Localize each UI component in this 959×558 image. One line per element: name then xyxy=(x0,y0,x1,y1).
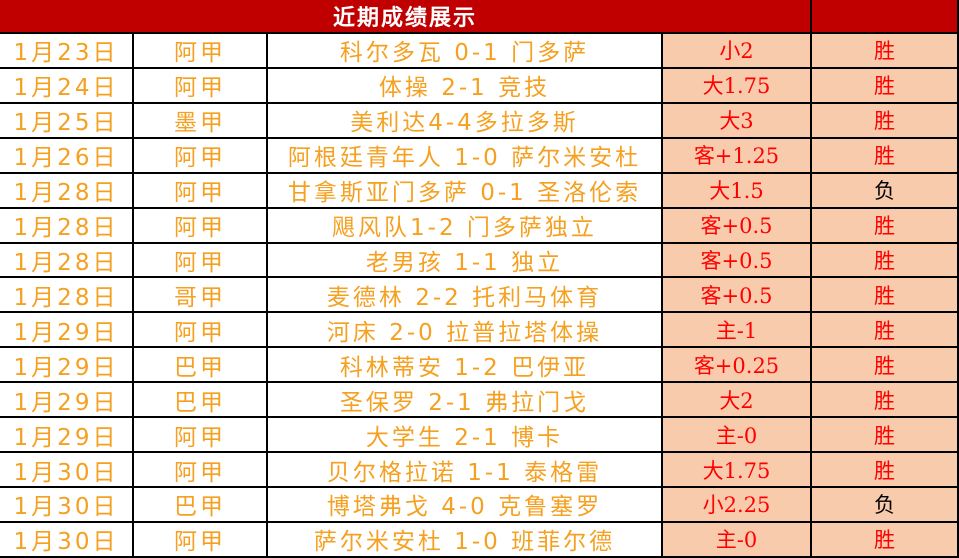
league-cell[interactable]: 阿甲 xyxy=(134,313,268,349)
handicap-cell[interactable]: 小2 xyxy=(663,34,812,69)
header-extra-cell[interactable] xyxy=(812,0,959,34)
league-cell[interactable]: 墨甲 xyxy=(134,103,268,139)
handicap-cell[interactable]: 客+0.5 xyxy=(663,278,812,314)
handicap-cell[interactable]: 客+0.25 xyxy=(663,348,812,384)
result-cell[interactable]: 胜 xyxy=(812,103,959,139)
match-cell[interactable]: 博塔弗戈 4-0 克鲁塞罗 xyxy=(268,487,663,523)
match-cell[interactable]: 美利达4-4多拉多斯 xyxy=(268,103,663,139)
league-cell[interactable]: 阿甲 xyxy=(134,418,268,454)
handicap-cell[interactable]: 客+1.25 xyxy=(663,138,812,174)
league-cell[interactable]: 阿甲 xyxy=(134,522,268,558)
handicap-cell[interactable]: 大1.75 xyxy=(663,453,812,488)
date-cell[interactable]: 1月28日 xyxy=(0,278,134,314)
date-cell[interactable]: 1月30日 xyxy=(0,453,134,488)
match-cell[interactable]: 飓风队1-2 门多萨独立 xyxy=(268,208,663,244)
handicap-cell[interactable]: 主-1 xyxy=(663,313,812,349)
match-cell[interactable]: 体操 2-1 竞技 xyxy=(268,68,663,104)
league-cell[interactable]: 阿甲 xyxy=(134,34,268,69)
match-cell[interactable]: 圣保罗 2-1 弗拉门戈 xyxy=(268,383,663,419)
result-cell[interactable]: 胜 xyxy=(812,278,959,314)
league-cell[interactable]: 巴甲 xyxy=(134,383,268,419)
league-cell[interactable]: 哥甲 xyxy=(134,278,268,314)
result-cell[interactable]: 胜 xyxy=(812,208,959,244)
match-cell[interactable]: 阿根廷青年人 1-0 萨尔米安杜 xyxy=(268,138,663,174)
table-title[interactable]: 近期成绩展示 xyxy=(0,0,812,34)
date-cell[interactable]: 1月29日 xyxy=(0,418,134,454)
league-cell[interactable]: 巴甲 xyxy=(134,487,268,523)
league-cell[interactable]: 阿甲 xyxy=(134,208,268,244)
date-cell[interactable]: 1月26日 xyxy=(0,138,134,174)
result-cell[interactable]: 胜 xyxy=(812,34,959,69)
date-cell[interactable]: 1月28日 xyxy=(0,173,134,209)
date-cell[interactable]: 1月28日 xyxy=(0,208,134,244)
date-cell[interactable]: 1月25日 xyxy=(0,103,134,139)
date-cell[interactable]: 1月28日 xyxy=(0,243,134,279)
match-cell[interactable]: 麦德林 2-2 托利马体育 xyxy=(268,278,663,314)
match-cell[interactable]: 河床 2-0 拉普拉塔体操 xyxy=(268,313,663,349)
date-cell[interactable]: 1月23日 xyxy=(0,34,134,69)
date-cell[interactable]: 1月24日 xyxy=(0,68,134,104)
handicap-cell[interactable]: 小2.25 xyxy=(663,487,812,523)
date-cell[interactable]: 1月29日 xyxy=(0,383,134,419)
date-cell[interactable]: 1月30日 xyxy=(0,522,134,558)
handicap-cell[interactable]: 主-0 xyxy=(663,522,812,558)
result-cell[interactable]: 负 xyxy=(812,173,959,209)
result-cell[interactable]: 胜 xyxy=(812,418,959,454)
match-cell[interactable]: 贝尔格拉诺 1-1 泰格雷 xyxy=(268,453,663,488)
match-cell[interactable]: 科尔多瓦 0-1 门多萨 xyxy=(268,34,663,69)
result-cell[interactable]: 胜 xyxy=(812,522,959,558)
league-cell[interactable]: 阿甲 xyxy=(134,173,268,209)
handicap-cell[interactable]: 大1.75 xyxy=(663,68,812,104)
handicap-cell[interactable]: 客+0.5 xyxy=(663,243,812,279)
handicap-cell[interactable]: 大1.5 xyxy=(663,173,812,209)
date-cell[interactable]: 1月30日 xyxy=(0,487,134,523)
result-cell[interactable]: 胜 xyxy=(812,243,959,279)
match-cell[interactable]: 大学生 2-1 博卡 xyxy=(268,418,663,454)
result-cell[interactable]: 胜 xyxy=(812,313,959,349)
handicap-cell[interactable]: 大3 xyxy=(663,103,812,139)
match-cell[interactable]: 萨尔米安杜 1-0 班菲尔德 xyxy=(268,522,663,558)
handicap-cell[interactable]: 客+0.5 xyxy=(663,208,812,244)
match-cell[interactable]: 甘拿斯亚门多萨 0-1 圣洛伦索 xyxy=(268,173,663,209)
result-cell[interactable]: 负 xyxy=(812,487,959,523)
match-cell[interactable]: 老男孩 1-1 独立 xyxy=(268,243,663,279)
league-cell[interactable]: 阿甲 xyxy=(134,68,268,104)
handicap-cell[interactable]: 主-0 xyxy=(663,418,812,454)
league-cell[interactable]: 阿甲 xyxy=(134,138,268,174)
league-cell[interactable]: 阿甲 xyxy=(134,243,268,279)
date-cell[interactable]: 1月29日 xyxy=(0,313,134,349)
result-cell[interactable]: 胜 xyxy=(812,348,959,384)
result-cell[interactable]: 胜 xyxy=(812,138,959,174)
league-cell[interactable]: 阿甲 xyxy=(134,453,268,488)
date-cell[interactable]: 1月29日 xyxy=(0,348,134,384)
result-cell[interactable]: 胜 xyxy=(812,453,959,488)
league-cell[interactable]: 巴甲 xyxy=(134,348,268,384)
result-cell[interactable]: 胜 xyxy=(812,383,959,419)
match-cell[interactable]: 科林蒂安 1-2 巴伊亚 xyxy=(268,348,663,384)
handicap-cell[interactable]: 大2 xyxy=(663,383,812,419)
result-cell[interactable]: 胜 xyxy=(812,68,959,104)
